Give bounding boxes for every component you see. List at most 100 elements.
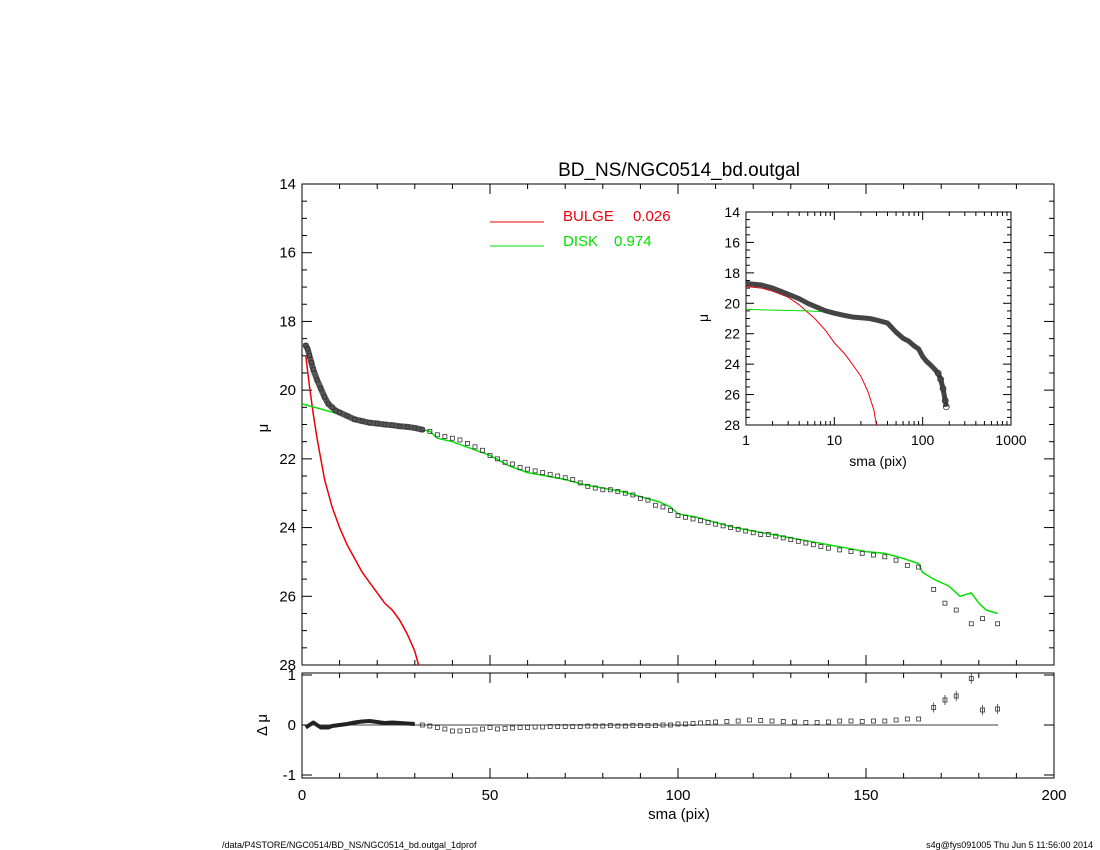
residual-point — [683, 721, 688, 727]
inset-bulge-line — [746, 286, 877, 425]
data-point — [720, 523, 726, 529]
data-point — [818, 544, 824, 549]
residual-point — [607, 723, 613, 728]
residual-point — [698, 720, 703, 726]
data-point — [322, 394, 327, 400]
residual-point — [419, 722, 425, 728]
residual-y-tick-label: -1 — [283, 767, 296, 784]
data-point — [480, 447, 485, 453]
residual-point — [480, 726, 485, 732]
residual-point — [675, 721, 681, 727]
inset-x-tick-label: 10 — [827, 432, 843, 448]
residual-point — [449, 728, 455, 734]
residual-point — [615, 723, 621, 729]
main-series-layer — [302, 342, 1000, 665]
residual-point — [577, 724, 583, 729]
legend-bulge-value: 0.026 — [633, 208, 671, 225]
residual-point — [495, 726, 500, 732]
data-point — [359, 418, 365, 424]
bulge-series-line — [305, 355, 420, 665]
residual-point — [968, 676, 974, 681]
residual-point — [826, 719, 831, 725]
data-point — [540, 470, 546, 476]
inset-x-tick-label: 1000 — [995, 432, 1026, 448]
residual-point — [547, 724, 553, 729]
main-y-tick-label: 20 — [279, 382, 296, 399]
main-y-axis: 14 16 18 20 22 24 26 28 — [279, 176, 1054, 674]
residual-point — [690, 721, 696, 726]
residual-panel: 10-1 0 50 100 150 200 Δ μ sma (pix) — [254, 667, 1067, 823]
data-point — [419, 427, 425, 433]
residual-point — [980, 707, 985, 713]
data-point — [434, 432, 440, 438]
data-point — [615, 489, 621, 494]
data-point — [953, 607, 959, 613]
residual-point — [713, 719, 718, 725]
residual-y-axis-label: Δ μ — [254, 714, 271, 736]
residual-point — [735, 718, 741, 724]
residual-point — [893, 717, 899, 723]
data-point — [916, 564, 922, 570]
residual-point — [848, 718, 854, 724]
data-point — [352, 416, 358, 422]
residual-point — [705, 720, 711, 725]
data-point — [510, 461, 515, 467]
main-y-tick-label: 28 — [279, 657, 296, 674]
data-point — [995, 621, 1000, 627]
data-point — [329, 404, 335, 410]
residual-point — [837, 718, 843, 724]
residual-point — [592, 723, 598, 729]
data-point — [705, 520, 711, 525]
data-point — [382, 422, 388, 427]
residual-point — [916, 716, 922, 722]
residual-thick-line — [304, 719, 415, 730]
data-point — [638, 495, 643, 501]
inset-y-tick-label: 28 — [724, 417, 740, 433]
legend: BULGE 0.026 DISK 0.974 — [490, 208, 671, 250]
residual-x-tick-label: 100 — [665, 787, 690, 804]
inset-y-axis: 14 16 18 20 22 24 26 28 — [724, 204, 1011, 433]
data-point — [308, 360, 314, 366]
inset-panel: 14 16 18 20 22 24 26 28 1 10 100 1000 μ sma (pix) — [695, 204, 1027, 469]
data-point — [803, 540, 809, 546]
data-point — [698, 518, 703, 524]
residual-point — [780, 719, 786, 724]
data-point — [871, 552, 876, 558]
data-point — [645, 497, 651, 503]
data-point — [848, 549, 854, 555]
residual-point — [630, 723, 636, 728]
residual-x-tick-label: 150 — [853, 787, 878, 804]
data-point — [743, 528, 749, 534]
data-point — [374, 421, 380, 426]
residual-point — [871, 718, 876, 724]
data-point — [325, 401, 331, 407]
data-point — [592, 485, 598, 491]
residual-point — [465, 728, 470, 733]
data-point — [683, 514, 688, 520]
legend-bulge-name: BULGE — [563, 208, 614, 225]
data-point — [577, 480, 583, 486]
data-point — [630, 492, 636, 498]
residual-point — [540, 724, 546, 730]
residual-point — [747, 717, 752, 723]
data-point — [758, 532, 764, 537]
data-point — [525, 466, 530, 472]
footer-stamp: s4g@fys091005 Thu Jun 5 11:56:00 2014 — [926, 840, 1093, 850]
main-y-tick-label: 16 — [279, 245, 296, 262]
data-point — [427, 428, 433, 434]
residual-point — [758, 718, 764, 723]
data-point — [600, 487, 606, 493]
data-point — [502, 459, 508, 465]
data-point — [314, 377, 320, 383]
residual-point — [814, 720, 820, 725]
residual-plot-frame — [301, 672, 1055, 779]
data-point — [449, 435, 455, 441]
residual-point — [653, 723, 658, 728]
data-point — [570, 477, 576, 482]
data-point — [810, 542, 816, 548]
residual-point — [724, 719, 730, 724]
data-point — [562, 475, 568, 481]
data-point — [457, 437, 463, 443]
inset-y-tick-label: 22 — [724, 326, 740, 342]
data-point — [980, 616, 985, 622]
